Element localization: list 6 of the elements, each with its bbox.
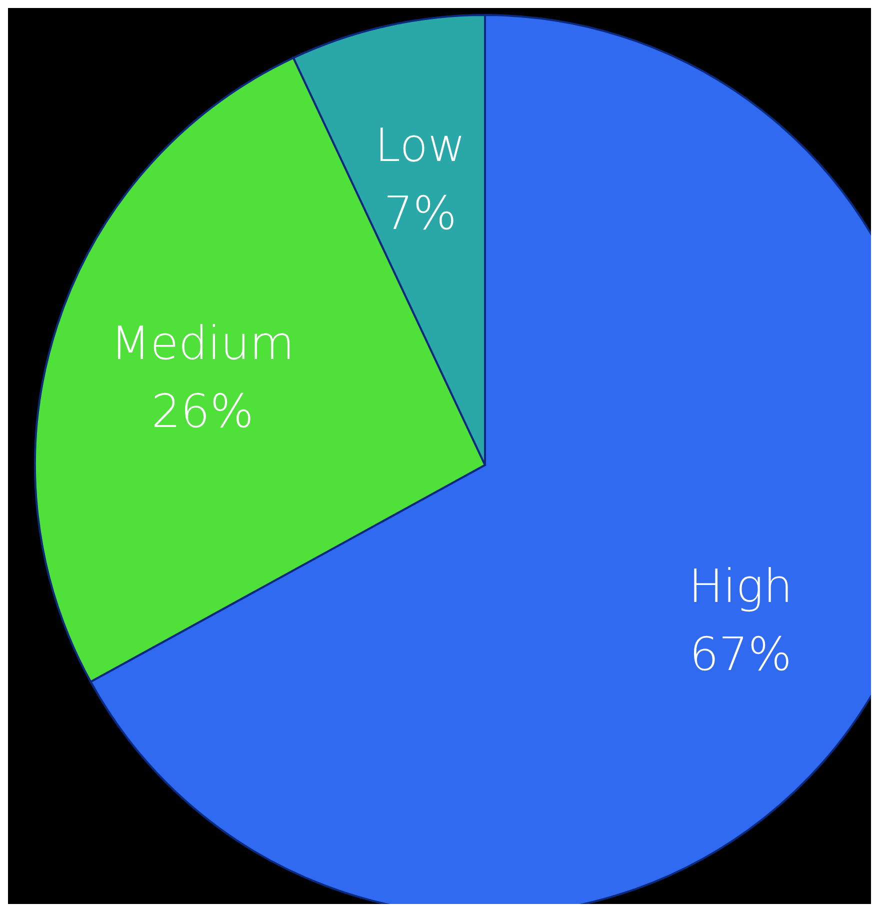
data-label: 67% <box>690 627 792 682</box>
data-label: 26% <box>151 384 254 438</box>
slice-label: Low <box>374 118 466 172</box>
data-label: 7% <box>384 186 457 240</box>
slice-label: High <box>688 559 793 614</box>
slice-label: Medium <box>110 316 295 370</box>
